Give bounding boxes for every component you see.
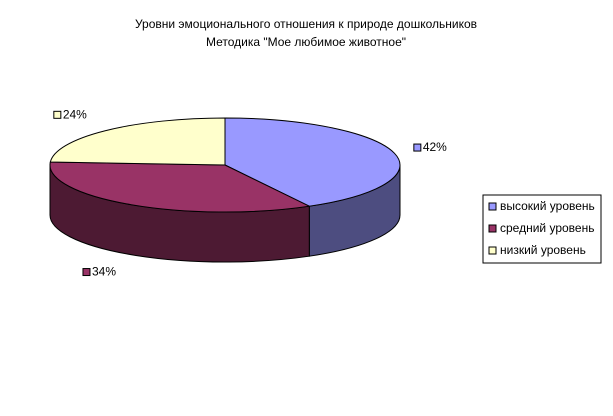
legend-swatch: [488, 202, 497, 211]
data-label: 42%: [423, 140, 447, 154]
legend-box: [482, 194, 602, 264]
data-label-key: [53, 110, 62, 119]
data-label: 34%: [92, 265, 116, 279]
pie-slice: [224, 117, 401, 207]
chart-subtitle: Методика "Мое любимое животное": [206, 35, 406, 49]
legend-swatch: [488, 246, 497, 255]
data-label: 24%: [63, 107, 87, 121]
legend-label: низкий уровень: [500, 243, 586, 257]
chart-title: Уровни эмоционального отношения к природ…: [135, 17, 477, 31]
pie-slice: [49, 161, 311, 213]
legend-label: высокий уровень: [500, 199, 595, 213]
legend-label: средний уровень: [500, 221, 594, 235]
data-label-key: [82, 268, 91, 277]
pie-slice: [49, 117, 226, 166]
legend-swatch: [488, 224, 497, 233]
data-label-key: [413, 143, 422, 152]
